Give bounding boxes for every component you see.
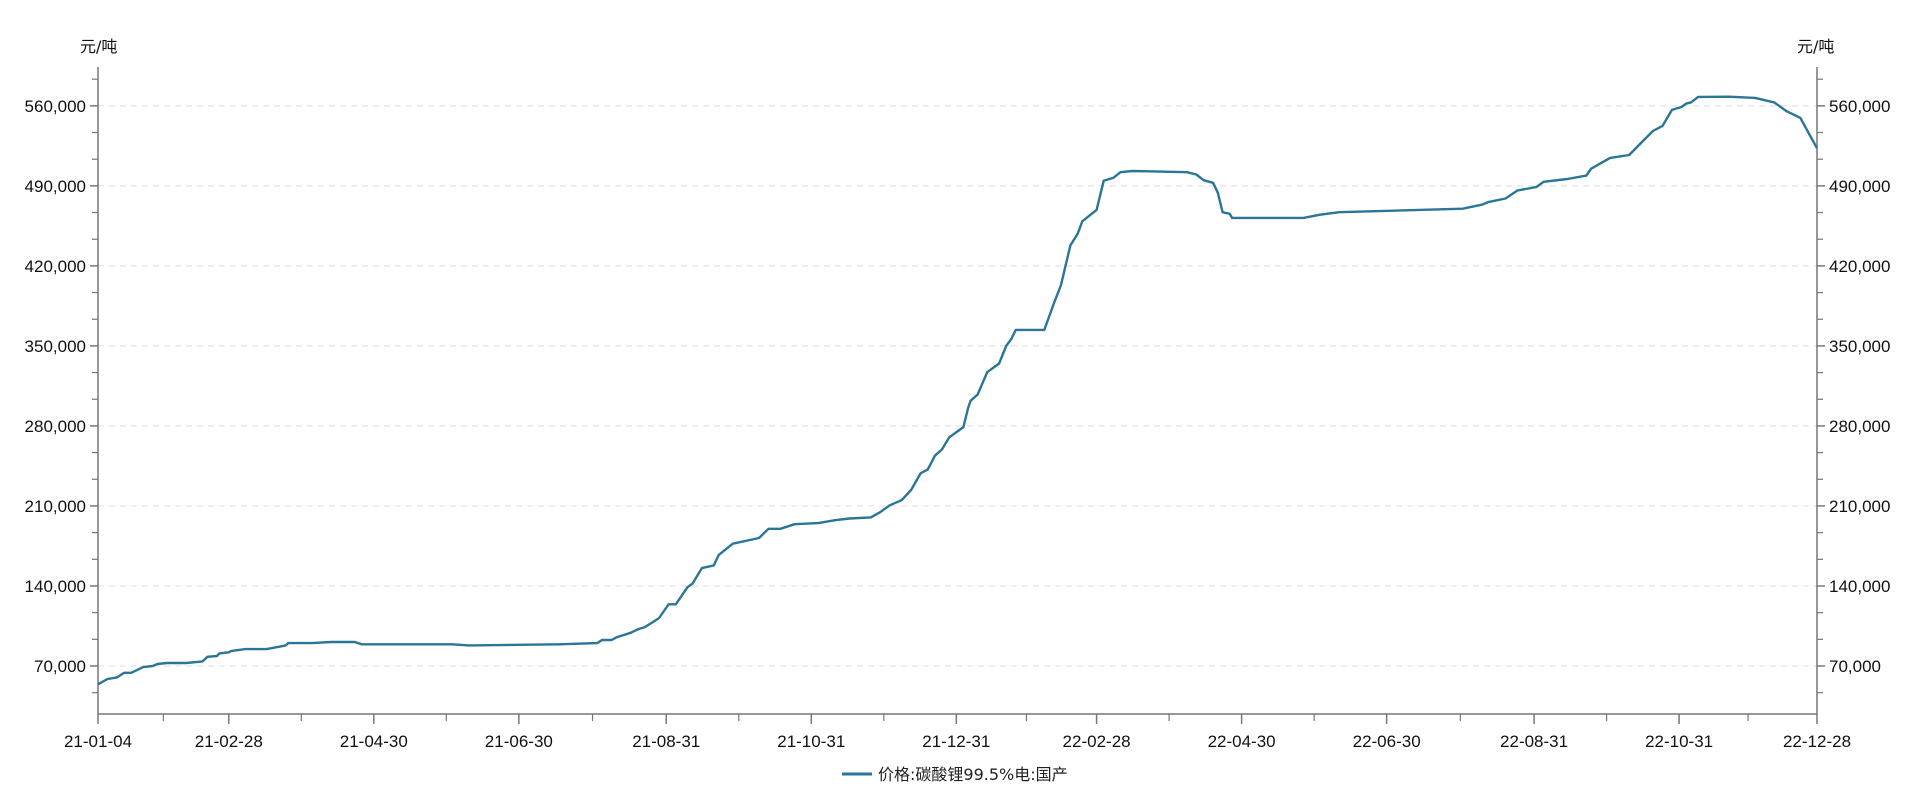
left-y-tick-label: 140,000 bbox=[25, 577, 86, 596]
series-layer bbox=[97, 95, 1819, 686]
gridlines bbox=[98, 105, 1817, 667]
right-y-tick-label: 70,000 bbox=[1829, 657, 1881, 676]
x-tick-label: 22-08-31 bbox=[1500, 732, 1568, 751]
x-tick-label: 21-10-31 bbox=[777, 732, 845, 751]
x-tick-label: 21-08-31 bbox=[632, 732, 700, 751]
right-y-tick-label: 210,000 bbox=[1829, 497, 1890, 516]
right-y-tick-label: 280,000 bbox=[1829, 417, 1890, 436]
x-tick-label: 22-06-30 bbox=[1353, 732, 1421, 751]
right-y-tick-label: 420,000 bbox=[1829, 257, 1890, 276]
right-y-tick-label: 490,000 bbox=[1829, 177, 1890, 196]
x-tick-label: 22-10-31 bbox=[1645, 732, 1713, 751]
right-y-tick-label: 350,000 bbox=[1829, 337, 1890, 356]
x-tick-label: 21-04-30 bbox=[340, 732, 408, 751]
x-tick-label: 22-04-30 bbox=[1208, 732, 1276, 751]
left-y-tick-label: 490,000 bbox=[25, 177, 86, 196]
left-y-tick-label: 210,000 bbox=[25, 497, 86, 516]
series-line bbox=[97, 95, 1819, 686]
left-y-unit-label: 元/吨 bbox=[80, 37, 117, 56]
right-y-tick-label: 140,000 bbox=[1829, 577, 1890, 596]
left-y-tick-label: 420,000 bbox=[25, 257, 86, 276]
left-y-tick-label: 70,000 bbox=[34, 657, 86, 676]
x-tick-label: 21-01-04 bbox=[64, 732, 132, 751]
x-tick-label: 22-02-28 bbox=[1063, 732, 1131, 751]
left-y-tick-label: 560,000 bbox=[25, 97, 86, 116]
right-y-tick-label: 560,000 bbox=[1829, 97, 1890, 116]
x-tick-label: 21-02-28 bbox=[195, 732, 263, 751]
legend-label: 价格:碳酸锂99.5%电:国产 bbox=[878, 765, 1068, 784]
left-y-tick-label: 350,000 bbox=[25, 337, 86, 356]
x-tick-label: 21-12-31 bbox=[922, 732, 990, 751]
legend[interactable]: 价格:碳酸锂99.5%电:国产 bbox=[842, 765, 1068, 784]
right-y-unit-label: 元/吨 bbox=[1797, 37, 1834, 56]
x-tick-label: 22-12-28 bbox=[1783, 732, 1851, 751]
left-y-tick-label: 280,000 bbox=[25, 417, 86, 436]
x-tick-label: 21-06-30 bbox=[485, 732, 553, 751]
axes: 70,000 70,000 140,000 140,000 210,000 210,000… bbox=[25, 67, 1890, 751]
